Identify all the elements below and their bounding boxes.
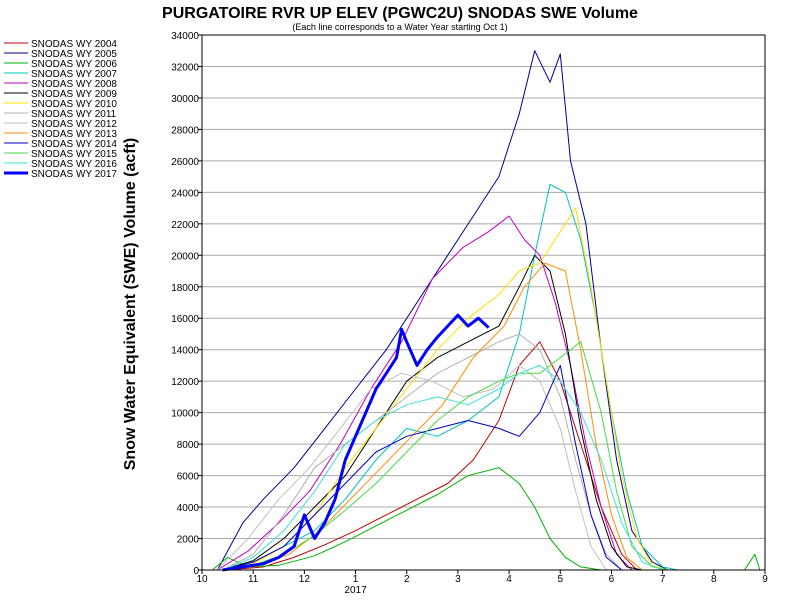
x-tick-label-8: 6 [609,574,615,585]
y-tick-label-10: 20000 [171,251,199,262]
gridlines [202,65,765,540]
series-line-3 [222,184,679,571]
y-tick-label-4: 8000 [177,440,200,451]
x-year-label: 2017 [344,585,367,596]
x-tick-label-11: 9 [762,574,768,585]
y-tick-label-11: 22000 [171,220,199,231]
series-line-12 [222,364,663,571]
legend-label-7: SNODAS WY 2011 [31,109,117,120]
legend-label-0: SNODAS WY 2004 [31,39,117,50]
plot-area [201,34,766,571]
y-tick-label-15: 30000 [171,94,199,105]
legend-label-5: SNODAS WY 2009 [31,89,117,100]
legend-label-1: SNODAS WY 2005 [31,49,117,60]
x-tick-label-9: 7 [660,574,666,585]
x-tick-label-2: 12 [299,574,311,585]
legend-label-10: SNODAS WY 2014 [31,139,117,150]
legend-label-11: SNODAS WY 2015 [31,149,117,160]
series-line-4 [217,215,633,571]
legend-label-2: SNODAS WY 2006 [31,59,117,70]
y-tick-label-9: 18000 [171,283,199,294]
x-tick-label-6: 4 [506,574,512,585]
y-tick-label-6: 12000 [171,377,199,388]
legend-label-6: SNODAS WY 2010 [31,99,117,110]
y-tick-label-2: 4000 [177,503,200,514]
legend-label-8: SNODAS WY 2012 [31,119,117,130]
series-line-0 [227,341,638,571]
y-tick-label-5: 10000 [171,409,199,420]
legend-label-3: SNODAS WY 2007 [31,69,117,80]
y-tick-label-0: 0 [193,566,199,577]
x-tick-label-5: 3 [455,574,461,585]
y-tick-label-1: 2000 [177,535,200,546]
y-tick-label-14: 28000 [171,125,199,136]
series-line-9 [227,262,643,571]
series-line-1 [216,50,669,571]
series-line-10 [222,364,623,571]
series-lines [211,50,761,572]
legend-label-12: SNODAS WY 2016 [31,159,117,170]
legend-label-13: SNODAS WY 2017 [31,169,117,180]
x-tick-label-3: 1 [353,574,359,585]
series-line-11 [222,341,668,571]
legend-label-9: SNODAS WY 2013 [31,129,117,140]
x-tick-label-0: 10 [196,574,208,585]
y-tick-label-17: 34000 [171,31,199,42]
series-line-13 [222,313,490,572]
series-line-8 [217,364,607,571]
x-axis: 10 11 12 1 2 3 4 5 6 7 8 9 [196,570,768,585]
y-axis-label: Snow Water Equivalent (SWE) Volume (acft… [122,138,139,470]
y-tick-label-7: 14000 [171,346,199,357]
x-tick-label-1: 11 [248,574,259,585]
x-tick-label-7: 5 [557,574,563,585]
series-line-7 [222,333,623,571]
chart-title: PURGATOIRE RVR UP ELEV (PGWC2U) SNODAS S… [162,5,638,22]
y-tick-label-12: 24000 [171,188,199,199]
y-tick-label-13: 26000 [171,157,199,168]
legend-label-4: SNODAS WY 2008 [31,79,117,90]
y-tick-label-16: 32000 [171,62,199,73]
y-tick-label-3: 6000 [177,472,200,483]
series-line-6 [222,207,668,571]
y-axis: 0 2000 4000 6000 8000 10000 12000 14000 16000 180… [171,31,202,577]
y-tick-label-8: 16000 [171,314,199,325]
chart-subtitle: (Each line corresponds to a Water Year s… [292,22,507,32]
x-tick-label-4: 2 [404,574,410,585]
x-tick-label-10: 8 [711,574,717,585]
series-line-5 [222,254,643,571]
